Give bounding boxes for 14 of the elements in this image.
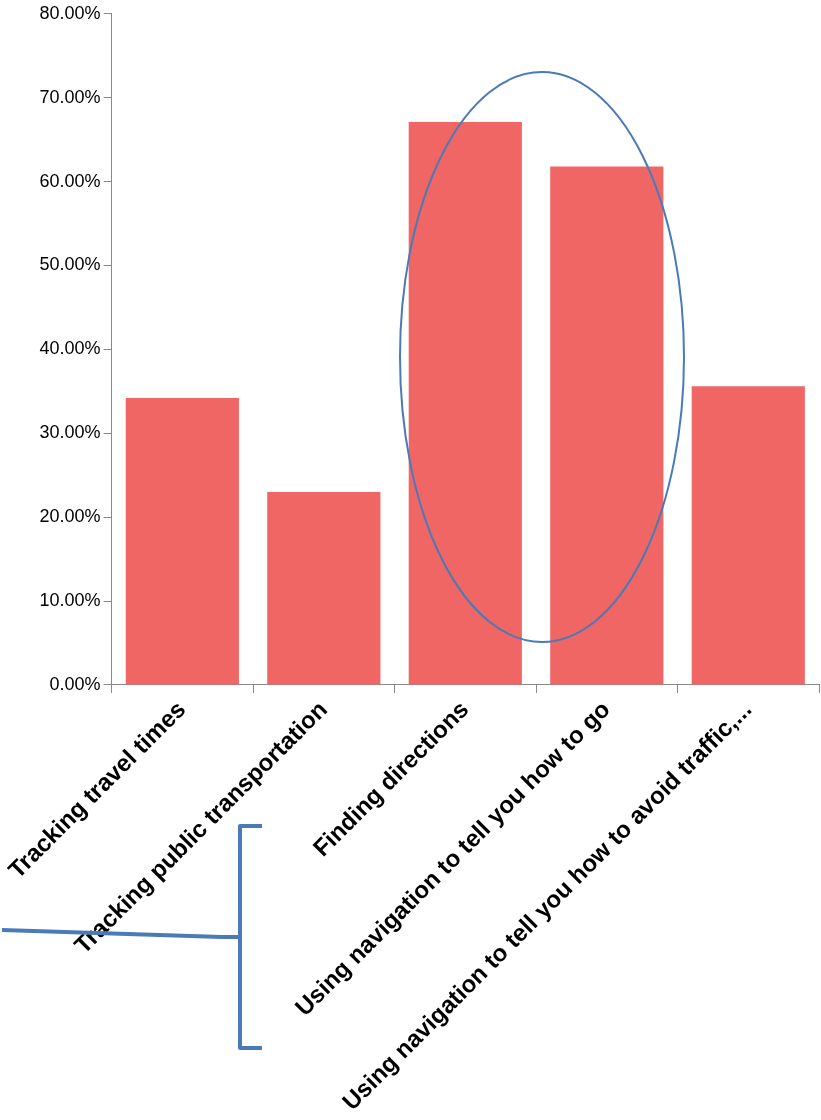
bar (550, 166, 664, 685)
y-tick-label: 70.00% (39, 86, 101, 107)
y-tick-label: 20.00% (39, 506, 101, 527)
y-tick-label: 0.00% (49, 673, 101, 694)
y-tick-label: 30.00% (39, 422, 101, 443)
bar (267, 491, 381, 685)
bar (408, 122, 522, 685)
bar (125, 398, 239, 685)
y-tick-label: 60.00% (39, 170, 101, 191)
y-tick-label: 50.00% (39, 254, 101, 275)
y-tick-label: 40.00% (39, 338, 101, 359)
y-tick-label: 10.00% (39, 590, 101, 610)
y-tick-label: 80.00% (39, 2, 101, 23)
bar (691, 386, 805, 685)
